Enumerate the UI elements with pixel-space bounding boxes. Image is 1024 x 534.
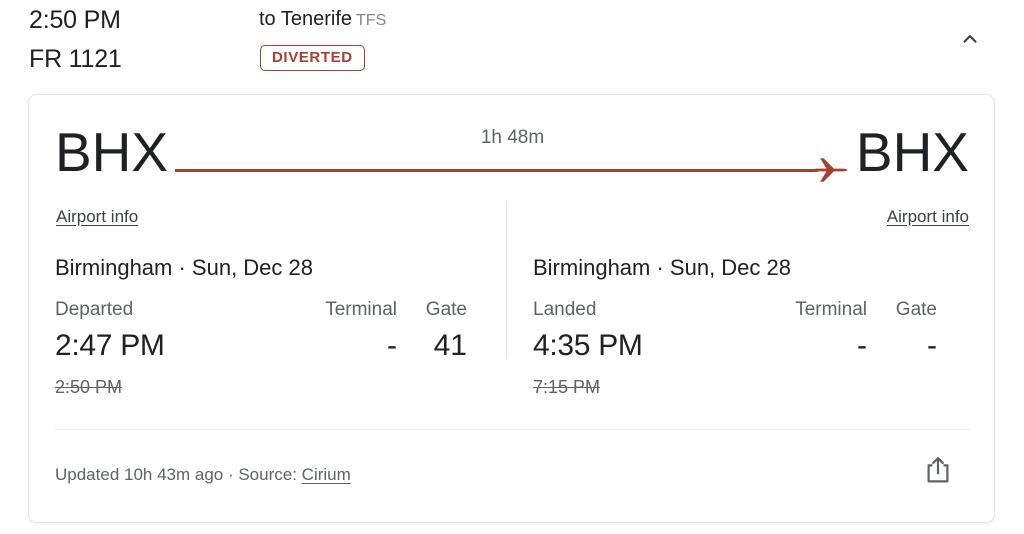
flight-duration: 1h 48m [480,127,545,148]
scheduled-departure-time: 2:50 PM [29,6,121,34]
route-diagram: BHX BHX 1h 48m Airport info Airport info [29,95,996,245]
destination-city-label: to Tenerife [259,8,353,30]
arrival-gate-value: - [927,329,937,362]
status-badge: DIVERTED [260,45,365,71]
departure-terminal-label: Terminal [325,299,397,320]
departure-gate-label: Gate [425,299,467,320]
airplane-icon [814,153,850,187]
arrival-terminal-value: - [857,329,867,362]
route-line [175,169,818,172]
flight-number: FR 1121 [29,45,122,73]
flight-detail-card: BHX BHX 1h 48m Airport info Airport info… [28,94,995,523]
arrival-city-date: Birmingham · Sun, Dec 28 [533,255,791,280]
flight-summary-header[interactable]: 2:50 PM FR 1121 to Tenerife TFS DIVERTED [0,0,1024,86]
departure-terminal-value: - [387,329,397,362]
arrival-gate-label: Gate [895,299,937,320]
destination-airport-code: TFS [356,12,387,29]
leg-divider [506,201,507,358]
origin-airport-info-link[interactable]: Airport info [56,207,139,226]
updated-timestamp: Updated 10h 43m ago · Source: [55,465,302,484]
chevron-up-icon [958,27,982,54]
departure-status-label: Departed [55,299,134,320]
source-link[interactable]: Cirium [301,465,351,484]
departure-panel: Birmingham · Sun, Dec 28 Departed 2:47 P… [55,247,495,417]
flight-legs: Birmingham · Sun, Dec 28 Departed 2:47 P… [29,247,996,427]
share-icon [924,455,952,488]
arrival-panel: Birmingham · Sun, Dec 28 Landed 4:35 PM … [533,247,973,417]
destination-airport-code-large: BHX [855,121,969,183]
footer-divider [55,429,970,430]
departure-actual-time: 2:47 PM [55,329,165,362]
origin-airport-code: BHX [55,121,169,183]
destination-summary: to Tenerife TFS [259,8,386,31]
arrival-terminal-label: Terminal [795,299,867,320]
departure-city-date: Birmingham · Sun, Dec 28 [55,255,313,280]
arrival-scheduled-time-struck: 7:15 PM [533,377,601,397]
collapse-button[interactable] [948,18,992,62]
arrival-status-label: Landed [533,299,597,320]
destination-airport-info-link[interactable]: Airport info [886,207,969,226]
departure-scheduled-time-struck: 2:50 PM [55,377,123,397]
share-button[interactable] [910,443,966,499]
departure-gate-value: 41 [433,329,467,362]
data-source-note: Updated 10h 43m ago · Source: Cirium [55,465,351,485]
arrival-actual-time: 4:35 PM [533,329,643,362]
